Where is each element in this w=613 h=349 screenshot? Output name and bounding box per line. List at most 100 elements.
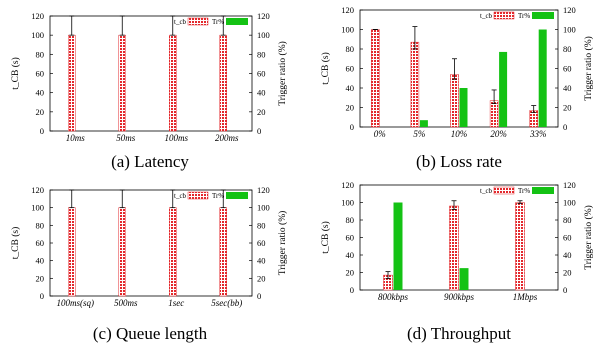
legend-label-tr: Tr% — [212, 18, 224, 26]
bar-tcb — [450, 74, 459, 128]
y-axis-label-right: Trigger ratio (%) — [583, 36, 594, 101]
x-tick-label: 5% — [413, 129, 425, 139]
y-tick-label-right: 60 — [563, 233, 572, 243]
panel-throughput: 0 0 20 20 40 40 60 60 80 80 100 100 120 120 t_CB (s) Tr… — [305, 176, 613, 349]
y-tick-label-right: 60 — [257, 69, 266, 79]
legend-swatch-tr — [226, 18, 248, 25]
y-tick-label-right: 20 — [257, 273, 266, 283]
caption-latency: (a) Latency — [111, 152, 189, 171]
legend-swatch-tcb — [187, 191, 209, 200]
plot-frame — [359, 9, 559, 128]
legend-swatch-tcb — [493, 11, 515, 20]
y-tick-label-right: 80 — [257, 220, 266, 230]
x-tick-label: 50ms — [116, 133, 135, 143]
y-tick-label: 120 — [31, 185, 44, 195]
x-tick-label: 20% — [490, 129, 507, 139]
y-tick-label: 40 — [36, 88, 45, 98]
y-tick-label: 60 — [36, 238, 45, 248]
y-tick-label: 80 — [36, 220, 45, 230]
y-tick-label: 100 — [31, 30, 44, 40]
y-tick-label-right: 100 — [563, 25, 576, 35]
y-axis-label: t_CB (s) — [320, 52, 331, 84]
bar-tcb — [371, 29, 380, 128]
y-tick-label-right: 0 — [257, 291, 261, 301]
y-tick-label-right: 100 — [257, 203, 270, 213]
x-tick-label: 900kbps — [444, 292, 474, 302]
bar-trigger-ratio — [393, 202, 403, 290]
legend-swatch-tcb — [187, 17, 209, 26]
x-tick-label: 100ms — [164, 133, 188, 143]
y-tick-label-right: 20 — [563, 268, 572, 278]
y-tick-label-right: 80 — [257, 49, 266, 59]
legend-label-tcb: t_cb — [174, 18, 187, 26]
legend-swatch-tr — [532, 187, 554, 194]
x-tick-label: 10ms — [66, 133, 85, 143]
y-tick-label-right: 120 — [563, 5, 576, 15]
legend-label-tr: Tr% — [518, 187, 530, 195]
legend-label-tr: Tr% — [212, 192, 224, 200]
plot-frame — [359, 184, 559, 291]
legend-label-tcb: t_cb — [480, 187, 493, 195]
panel-loss-rate: 0 0 20 20 40 40 60 60 80 80 100 100 120 120 t_CB (s) Tr… — [305, 0, 613, 176]
panel-queue-length: 0 0 20 20 40 40 60 60 80 80 100 100 120 120 t_CB (s) Tr… — [0, 176, 300, 349]
y-tick-label: 120 — [341, 5, 354, 15]
x-tick-label: 10% — [451, 129, 468, 139]
bar-trigger-ratio — [459, 268, 469, 290]
y-tick-label-right: 120 — [563, 180, 576, 190]
y-tick-label: 20 — [36, 107, 45, 117]
y-tick-label: 80 — [36, 49, 45, 59]
bar-trigger-ratio — [538, 29, 547, 127]
chart-queue-length: 0 0 20 20 40 40 60 60 80 80 100 100 120 120 t_CB (s) Tr… — [10, 185, 288, 308]
bar-trigger-ratio — [499, 51, 508, 127]
y-axis-label: t_CB (s) — [320, 221, 331, 253]
bar-tcb — [68, 34, 76, 132]
y-tick-label: 40 — [36, 256, 45, 266]
legend-swatch-tr — [532, 12, 554, 19]
y-axis-label-right: Trigger ratio (%) — [277, 211, 288, 276]
y-tick-label-right: 120 — [257, 11, 270, 21]
y-tick-label: 80 — [346, 215, 355, 225]
x-tick-label: 200ms — [215, 133, 239, 143]
y-tick-label-right: 20 — [257, 107, 266, 117]
y-tick-label: 100 — [341, 198, 354, 208]
bar-tcb — [68, 207, 76, 297]
y-tick-label: 0 — [40, 126, 44, 136]
x-tick-label: 5sec(bb) — [211, 298, 242, 308]
bar-tcb — [529, 110, 538, 128]
x-tick-label: 1Mbps — [513, 292, 538, 302]
x-tick-label: 100ms(sq) — [57, 298, 95, 308]
y-tick-label: 0 — [350, 285, 354, 295]
y-tick-label: 60 — [346, 64, 355, 74]
bar-trigger-ratio — [419, 120, 428, 127]
caption-loss-rate: (b) Loss rate — [416, 152, 502, 171]
bar-tcb — [219, 34, 227, 132]
caption-queue-length: (c) Queue length — [92, 324, 208, 343]
y-tick-label-right: 40 — [563, 83, 572, 93]
legend-swatch-tr — [226, 192, 248, 199]
y-tick-label: 100 — [341, 25, 354, 35]
y-tick-label-right: 100 — [257, 30, 270, 40]
y-tick-label-right: 40 — [257, 256, 266, 266]
y-tick-label-right: 80 — [563, 44, 572, 54]
legend-label-tr: Tr% — [518, 12, 530, 20]
y-tick-label-right: 0 — [257, 126, 261, 136]
y-axis-label-right: Trigger ratio (%) — [277, 41, 288, 106]
y-tick-label: 120 — [341, 180, 354, 190]
caption-throughput: (d) Throughput — [406, 324, 512, 343]
bar-tcb — [410, 41, 420, 128]
y-tick-label-right: 20 — [563, 103, 572, 113]
y-tick-label: 120 — [31, 11, 44, 21]
y-tick-label: 40 — [346, 83, 355, 93]
y-tick-label: 20 — [346, 103, 355, 113]
y-tick-label-right: 60 — [257, 238, 266, 248]
y-tick-label-right: 100 — [563, 198, 576, 208]
bar-tcb — [449, 205, 459, 291]
x-tick-label: 500ms — [114, 298, 138, 308]
legend-swatch-tcb — [493, 186, 515, 195]
y-tick-label-right: 60 — [563, 64, 572, 74]
y-tick-label: 0 — [40, 291, 44, 301]
y-axis-label: t_CB (s) — [10, 227, 21, 259]
bar-tcb — [515, 202, 525, 291]
y-tick-label: 40 — [346, 250, 355, 260]
